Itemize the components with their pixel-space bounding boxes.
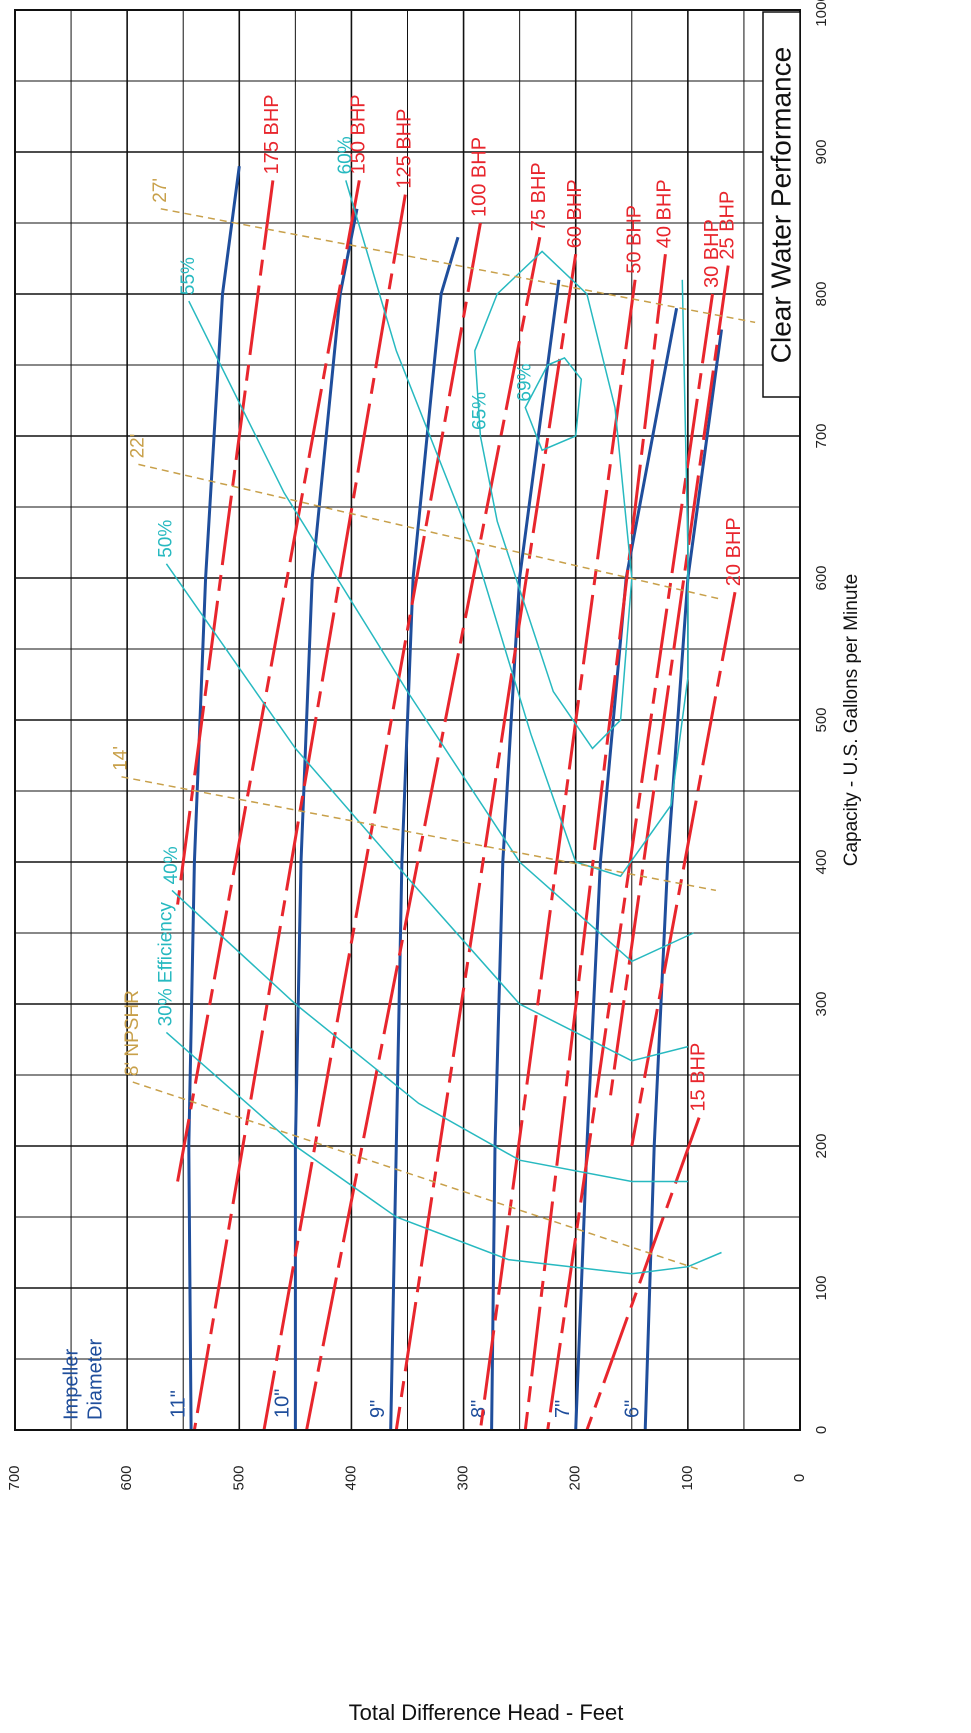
chart-title: Clear Water Performance [765,47,796,363]
y-tick-label: 400 [342,1465,359,1490]
series-line [192,194,407,1431]
y-tick-label: 300 [455,1465,472,1490]
series-label: 30 BHP [701,219,723,288]
series-label: 69% [514,363,535,401]
series-label: 150 BHP [348,94,370,174]
series-label: 60% [335,136,356,174]
series-label: 100 BHP [469,137,491,217]
series-label: 7" [552,1400,574,1418]
series-line [176,180,275,905]
series-label: 75 BHP [528,162,550,231]
series-label: 20 BHP [723,517,745,586]
series-line [188,300,694,963]
series-label: 8" [468,1400,490,1418]
x-axis-title: Capacity - U.S. Gallons per Minute [841,574,862,867]
annotation: Diameter [84,1339,106,1420]
series-line [523,254,667,1431]
plot-frame [14,9,801,1431]
series-line [138,463,722,601]
y-tick-label: 500 [230,1465,247,1490]
y-tick-label: 700 [6,1465,23,1490]
series-line [524,356,583,452]
x-tick-label: 1000 [813,0,830,27]
series-line [394,253,578,1431]
y-tick-label: 100 [679,1465,696,1490]
series-label: 40 BHP [654,179,676,248]
x-tick-label: 300 [813,991,830,1016]
series-label: 65% [469,392,490,430]
title-box [762,11,801,398]
series-line [345,180,689,878]
series-label: 22' [127,434,148,459]
series-line [293,208,359,1430]
series-label: 40% [161,846,182,884]
series-line [389,236,460,1431]
series-label: 50 BHP [623,205,645,274]
x-tick-label: 200 [813,1133,830,1158]
series-label: 6" [622,1400,644,1418]
x-tick-label: 900 [813,139,830,164]
series-label: 8' NPSHR [122,990,143,1076]
series-line [607,265,730,1104]
series-label: 9" [367,1400,389,1418]
series-label: 11" [167,1390,189,1418]
series-line [478,279,637,1431]
annotation: Impeller [60,1349,82,1420]
series-line [574,307,679,1431]
series-line [160,208,756,324]
series-label: 55% [178,257,199,295]
y-tick-label: 0 [791,1474,808,1482]
series-line [165,1031,722,1275]
series-label: 25 BHP [717,191,739,260]
series-label: 30% Efficiency [155,902,176,1027]
series-line [176,180,361,1182]
series-label: 27' [150,178,171,203]
series-line [490,279,561,1431]
series-line [585,1117,701,1431]
series-line [262,222,482,1431]
y-tick-label: 200 [567,1465,584,1490]
series-line [305,236,542,1431]
series-line [132,1081,700,1271]
series-label: 50% [155,520,176,558]
series-label: 125 BHP [394,109,416,189]
series-label: 60 BHP [564,179,586,248]
series-line [643,329,723,1431]
series-line [121,776,717,892]
series-label: 14' [111,746,132,771]
x-tick-label: 0 [813,1426,830,1434]
x-tick-label: 700 [813,423,830,448]
series-label: 10" [272,1389,294,1418]
series-label: 15 BHP [687,1043,709,1112]
y-tick-label: 600 [118,1465,135,1490]
series-line [171,889,688,1183]
marks: 11" 10" 9" 8" 7" 6" 175 BHP 150 BHP 125 BHP 100 B… [111,94,756,1431]
x-tick-label: 800 [813,281,830,306]
series-line [630,591,737,1147]
series-label: 175 BHP [261,94,283,174]
x-tick-label: 100 [813,1275,830,1300]
series-line [474,250,633,750]
y-axis-title: Total Difference Head - Feet [349,1700,624,1725]
x-tick-label: 400 [813,849,830,874]
series-line [165,563,689,1062]
x-tick-label: 600 [813,565,830,590]
x-tick-label: 500 [813,707,830,732]
series-line [187,166,241,1431]
